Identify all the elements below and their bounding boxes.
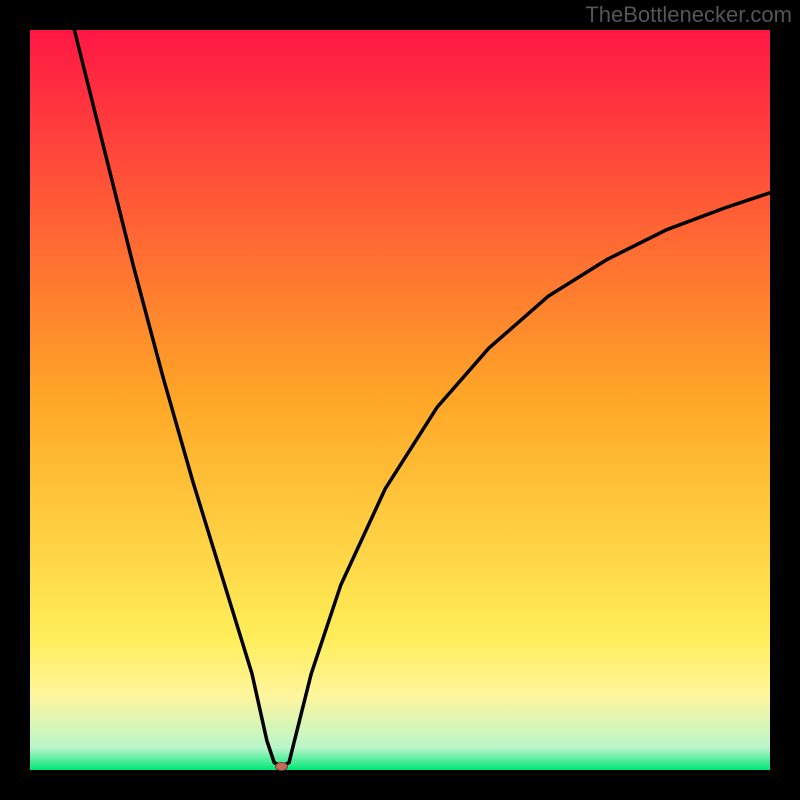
minimum-marker <box>275 762 288 771</box>
plot-area <box>30 30 770 770</box>
chart-container: TheBottlenecker.com <box>0 0 800 800</box>
watermark-text: TheBottlenecker.com <box>585 2 792 28</box>
curve-path <box>74 30 770 766</box>
v-curve <box>30 30 770 770</box>
